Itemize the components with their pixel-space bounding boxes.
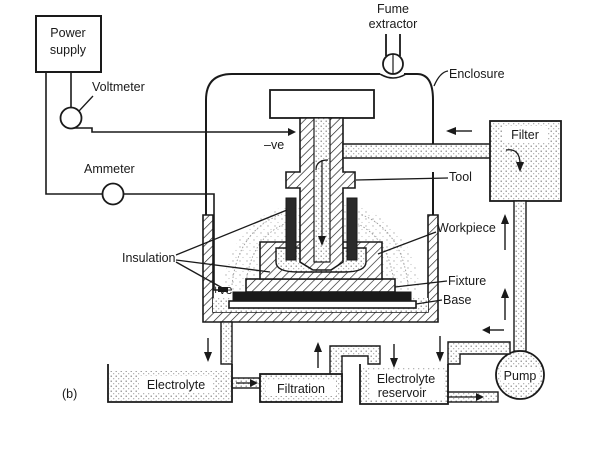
base-label: Base bbox=[443, 293, 472, 307]
fume-extractor: Fume extractor bbox=[369, 2, 418, 75]
filter: Filter bbox=[489, 120, 562, 202]
insulation: Insulation bbox=[122, 209, 288, 292]
enclosure-label: Enclosure bbox=[449, 67, 505, 81]
lower-piping bbox=[204, 321, 511, 403]
fume-extractor-label-2: extractor bbox=[369, 17, 418, 31]
pump-label: Pump bbox=[504, 369, 537, 383]
fixture: Fixture bbox=[245, 274, 486, 293]
tool-label: Tool bbox=[449, 170, 472, 184]
electrolyte-label: Electrolyte bbox=[147, 378, 205, 392]
enclosure: Enclosure bbox=[205, 67, 505, 225]
ammeter-label: Ammeter bbox=[84, 162, 135, 176]
power-supply-label-2: supply bbox=[50, 43, 87, 57]
power-supply: Power supply bbox=[35, 15, 102, 73]
tool: Tool –ve bbox=[264, 89, 472, 271]
voltmeter-label: Voltmeter bbox=[92, 80, 145, 94]
reservoir-label-1: Electrolyte bbox=[377, 372, 435, 386]
electrolyte-tank: Electrolyte bbox=[107, 364, 233, 403]
power-supply-label-1: Power bbox=[50, 26, 85, 40]
filtration-label: Filtration bbox=[277, 382, 325, 396]
feed-pipe bbox=[342, 127, 497, 159]
fume-extractor-label-1: Fume bbox=[377, 2, 409, 16]
insulation-label: Insulation bbox=[122, 251, 176, 265]
tool-negative-label: –ve bbox=[264, 138, 284, 152]
fixture-label: Fixture bbox=[448, 274, 486, 288]
pump-riser-pipe bbox=[501, 200, 527, 352]
wiring bbox=[45, 72, 288, 291]
reservoir-label-2: reservoir bbox=[378, 386, 427, 400]
ammeter: Ammeter bbox=[84, 162, 135, 206]
pump: Pump bbox=[495, 350, 545, 400]
filter-label: Filter bbox=[511, 128, 539, 142]
panel-label: (b) bbox=[62, 387, 77, 401]
electrolyte-reservoir: Electrolyte reservoir bbox=[359, 364, 449, 405]
filtration-unit: Filtration bbox=[259, 373, 343, 403]
positive-terminal-label: +ve bbox=[212, 283, 233, 297]
voltmeter: Voltmeter bbox=[59, 80, 145, 130]
workpiece-label: Workpiece bbox=[437, 221, 496, 235]
